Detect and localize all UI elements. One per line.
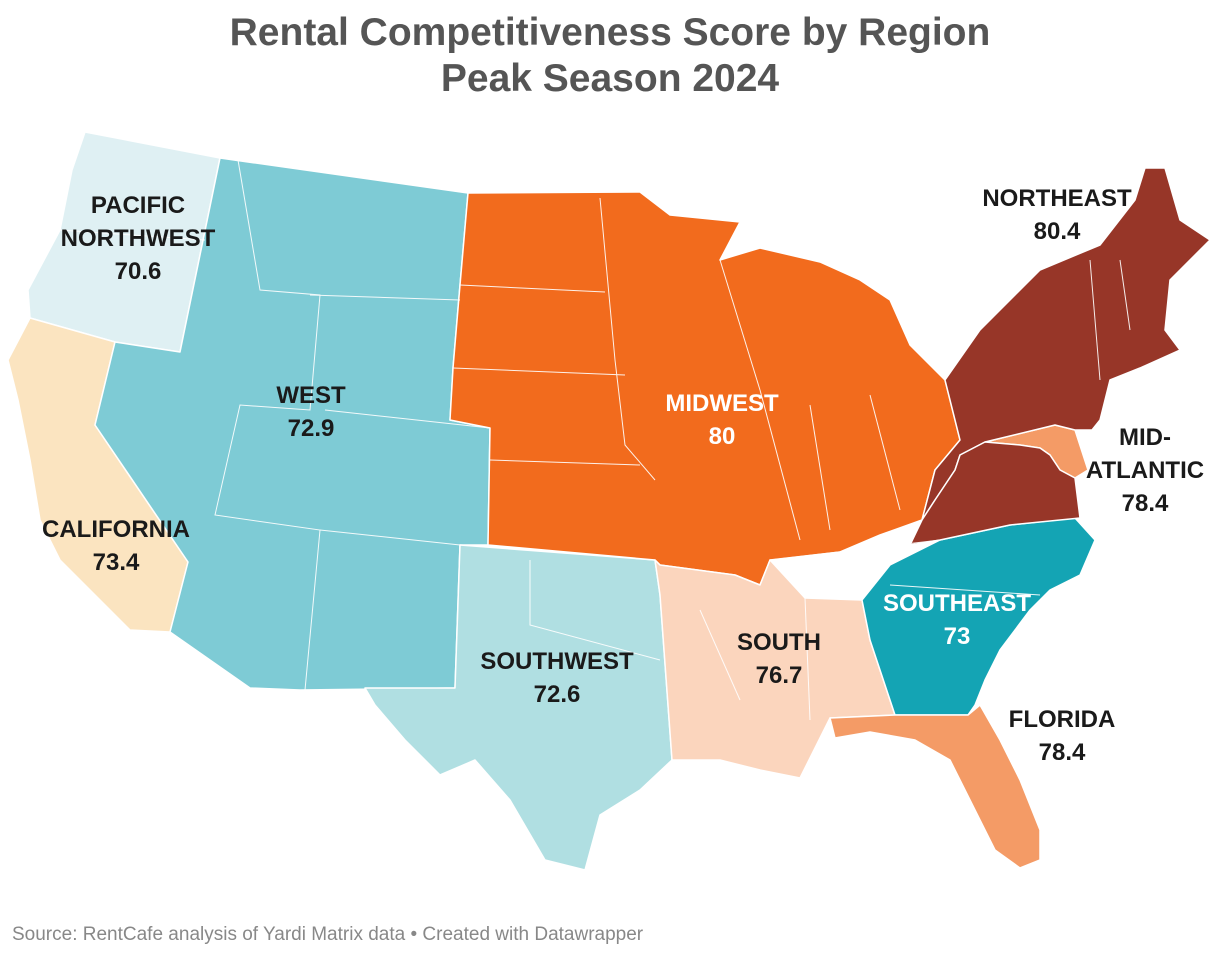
title-line-1: Rental Competitiveness Score by Region: [229, 11, 991, 54]
label-west: WEST 72.9: [276, 382, 346, 442]
region-score: 72.6: [534, 681, 581, 708]
label-southwest: SOUTHWEST 72.6: [480, 648, 634, 708]
region-score: 78.4: [1122, 490, 1169, 517]
label-florida: FLORIDA 78.4: [1009, 706, 1116, 766]
label-pacific-northwest: PACIFIC NORTHWEST 70.6: [61, 192, 216, 285]
map-title: Rental Competitiveness Score by Region P…: [0, 10, 1220, 102]
state-borders: [59, 159, 1131, 721]
region-name: NORTHEAST: [982, 185, 1132, 212]
label-southeast: SOUTHEAST 73: [883, 590, 1031, 650]
region-name: SOUTHEAST: [883, 590, 1031, 617]
label-mid-atlantic: MID- ATLANTIC 78.4: [1086, 424, 1204, 517]
region-florida[interactable]: [829, 704, 1041, 869]
region-score: 73: [944, 623, 971, 650]
region-score: 80: [709, 423, 736, 450]
region-name: FLORIDA: [1009, 706, 1116, 733]
region-name: SOUTHWEST: [480, 648, 634, 675]
region-name: PACIFIC: [91, 192, 185, 219]
label-northeast: NORTHEAST 80.4: [982, 185, 1132, 245]
label-midwest: MIDWEST 80: [665, 390, 779, 450]
region-name: MIDWEST: [665, 390, 779, 417]
region-northeast-virginia[interactable]: [909, 441, 1081, 546]
region-score: 76.7: [756, 662, 803, 689]
region-score: 72.9: [288, 415, 335, 442]
source-note: Source: RentCafe analysis of Yardi Matri…: [12, 924, 644, 945]
region-score: 70.6: [115, 258, 162, 285]
region-midwest[interactable]: [449, 191, 961, 586]
region-name: CALIFORNIA: [42, 516, 190, 543]
title-line-2: Peak Season 2024: [440, 57, 780, 100]
label-california: CALIFORNIA 73.4: [42, 516, 190, 576]
region-score: 80.4: [1034, 218, 1081, 245]
label-south: SOUTH 76.7: [737, 629, 821, 689]
region-labels: PACIFIC NORTHWEST 70.6 CALIFORNIA 73.4 WEST 72…: [42, 185, 1204, 766]
region-score: 78.4: [1039, 739, 1086, 766]
region-name: ATLANTIC: [1086, 457, 1204, 484]
region-name: WEST: [276, 382, 346, 409]
region-name: NORTHWEST: [61, 225, 216, 252]
region-score: 73.4: [93, 549, 140, 576]
region-name: MID-: [1119, 424, 1171, 451]
region-name: SOUTH: [737, 629, 821, 656]
